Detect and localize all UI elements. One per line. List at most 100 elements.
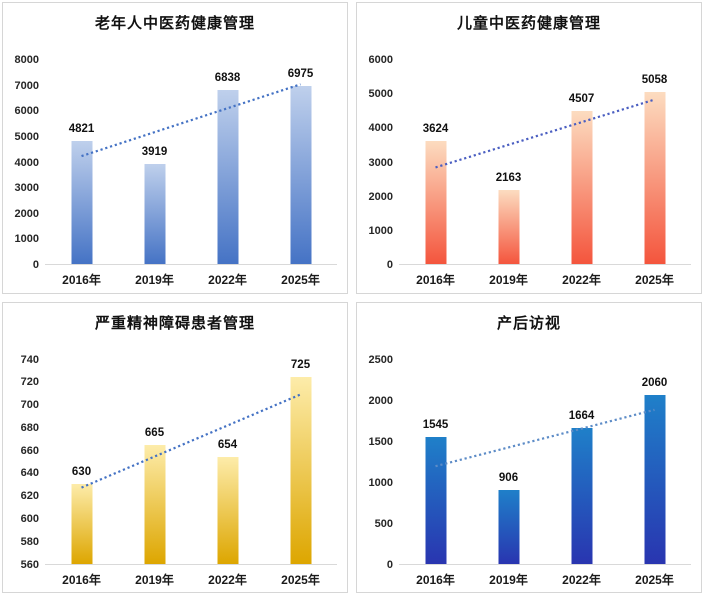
x-axis: 2016年 2019年 2022年 2025年 [45, 571, 337, 589]
bar-value-label: 654 [217, 438, 238, 451]
chart-body: 2500 2000 1500 1000 500 0 1545 906 1664 2060 [357, 354, 701, 571]
x-tick-label: 2025年 [281, 572, 320, 587]
y-tick-label: 5000 [14, 130, 39, 143]
bar [644, 92, 665, 264]
bar-value-label: 3624 [422, 122, 449, 135]
y-tick-label: 2500 [368, 353, 393, 366]
y-tick-label: 580 [20, 535, 39, 548]
y-tick-label: 3000 [368, 156, 393, 169]
y-tick-label: 560 [20, 558, 39, 571]
y-tick-label: 6000 [368, 54, 393, 66]
bar [425, 140, 446, 264]
x-tick-label: 2016年 [62, 273, 101, 287]
plot-area: 4821 3919 6838 6975 [45, 60, 337, 265]
bar-value-label: 3919 [141, 146, 168, 159]
y-tick-label: 700 [20, 399, 39, 412]
x-tick-label: 2019年 [489, 572, 528, 587]
bar-value-label: 4821 [68, 123, 95, 136]
y-tick-label: 0 [32, 259, 39, 271]
chart-title: 老年人中医药健康管理 [94, 15, 255, 32]
plot-area: 3624 2163 4507 5058 [399, 60, 691, 265]
chart-title: 儿童中医药健康管理 [456, 15, 601, 32]
bar-value-label: 4507 [568, 92, 595, 105]
y-tick-label: 6000 [14, 105, 39, 118]
bar-value-label: 6838 [214, 71, 241, 84]
y-tick-label: 1500 [368, 435, 393, 448]
bar [71, 484, 92, 564]
y-tick-label: 2000 [368, 190, 393, 203]
x-tick-label: 2022年 [562, 273, 601, 287]
x-tick-label: 2016年 [62, 572, 101, 587]
y-axis: 2500 2000 1500 1000 500 0 [357, 354, 399, 571]
x-tick-label: 2025年 [635, 273, 674, 287]
bar [144, 444, 165, 564]
chart-panel-severe-mental-disorder: 严重精神障碍患者管理 740 720 700 680 660 640 620 600 580 56… [2, 301, 348, 593]
y-tick-label: 720 [20, 376, 39, 389]
chart-body: 8000 7000 6000 5000 4000 3000 2000 1000 0 4821 39… [3, 54, 347, 271]
chart-title: 产后访视 [496, 314, 561, 332]
chart-panel-postpartum-visit: 产后访视 2500 2000 1500 1000 500 0 1545 906 1664 206… [356, 301, 702, 593]
y-tick-label: 680 [20, 421, 39, 434]
y-tick-label: 7000 [14, 79, 39, 92]
y-tick-label: 620 [20, 490, 39, 503]
bar [217, 89, 238, 264]
bar-value-label: 906 [498, 471, 519, 484]
x-tick-label: 2025年 [281, 273, 320, 287]
y-tick-label: 640 [20, 467, 39, 480]
bar [571, 427, 592, 564]
bar [644, 395, 665, 564]
y-tick-label: 8000 [14, 54, 39, 66]
y-tick-label: 500 [374, 517, 393, 530]
bar [290, 376, 311, 564]
x-tick-label: 2022年 [208, 273, 247, 287]
x-tick-label: 2019年 [135, 273, 174, 287]
bar [425, 437, 446, 564]
bar-value-label: 2163 [495, 172, 522, 185]
bar [217, 456, 238, 564]
y-tick-label: 0 [386, 558, 393, 571]
y-axis: 8000 7000 6000 5000 4000 3000 2000 1000 0 [3, 54, 45, 271]
y-axis: 740 720 700 680 660 640 620 600 580 560 [3, 354, 45, 571]
x-tick-label: 2016年 [416, 572, 455, 587]
bar [498, 489, 519, 564]
x-tick-label: 2022年 [208, 572, 247, 587]
bar [290, 86, 311, 264]
bar-value-label: 630 [71, 466, 92, 479]
bar [144, 164, 165, 264]
chart-title: 严重精神障碍患者管理 [94, 314, 255, 332]
x-tick-label: 2025年 [635, 572, 674, 587]
bar-value-label: 665 [144, 426, 165, 439]
bar-value-label: 6975 [287, 68, 314, 81]
bar [71, 141, 92, 264]
x-tick-label: 2019年 [135, 572, 174, 587]
y-tick-label: 5000 [368, 88, 393, 101]
bar-value-label: 2060 [641, 377, 668, 390]
x-tick-label: 2016年 [416, 273, 455, 287]
y-tick-label: 1000 [368, 224, 393, 237]
y-tick-label: 660 [20, 444, 39, 457]
bar-value-label: 725 [290, 358, 311, 371]
chart-panel-children-tcm-health: 儿童中医药健康管理 6000 5000 4000 3000 2000 1000 0 3624… [356, 2, 702, 294]
bar-value-label: 5058 [641, 74, 668, 87]
x-axis: 2016年 2019年 2022年 2025年 [399, 271, 691, 289]
y-tick-label: 600 [20, 512, 39, 525]
y-tick-label: 1000 [14, 233, 39, 246]
y-tick-label: 2000 [14, 207, 39, 220]
x-axis: 2016年 2019年 2022年 2025年 [399, 571, 691, 589]
chart-body: 740 720 700 680 660 640 620 600 580 560 630 665 654… [3, 354, 347, 571]
chart-body: 6000 5000 4000 3000 2000 1000 0 3624 2163 4507 50… [357, 54, 701, 271]
y-tick-label: 3000 [14, 182, 39, 195]
y-tick-label: 4000 [14, 156, 39, 169]
x-axis: 2016年 2019年 2022年 2025年 [45, 271, 337, 289]
y-tick-label: 0 [386, 259, 393, 271]
x-tick-label: 2019年 [489, 273, 528, 287]
y-tick-label: 1000 [368, 476, 393, 489]
bar [498, 190, 519, 264]
bar-value-label: 1664 [568, 409, 595, 422]
y-tick-label: 2000 [368, 394, 393, 407]
plot-area: 630 665 654 725 [45, 358, 337, 565]
y-axis: 6000 5000 4000 3000 2000 1000 0 [357, 54, 399, 271]
bar [571, 110, 592, 264]
plot-area: 1545 906 1664 2060 [399, 360, 691, 565]
bar-value-label: 1545 [422, 419, 449, 432]
